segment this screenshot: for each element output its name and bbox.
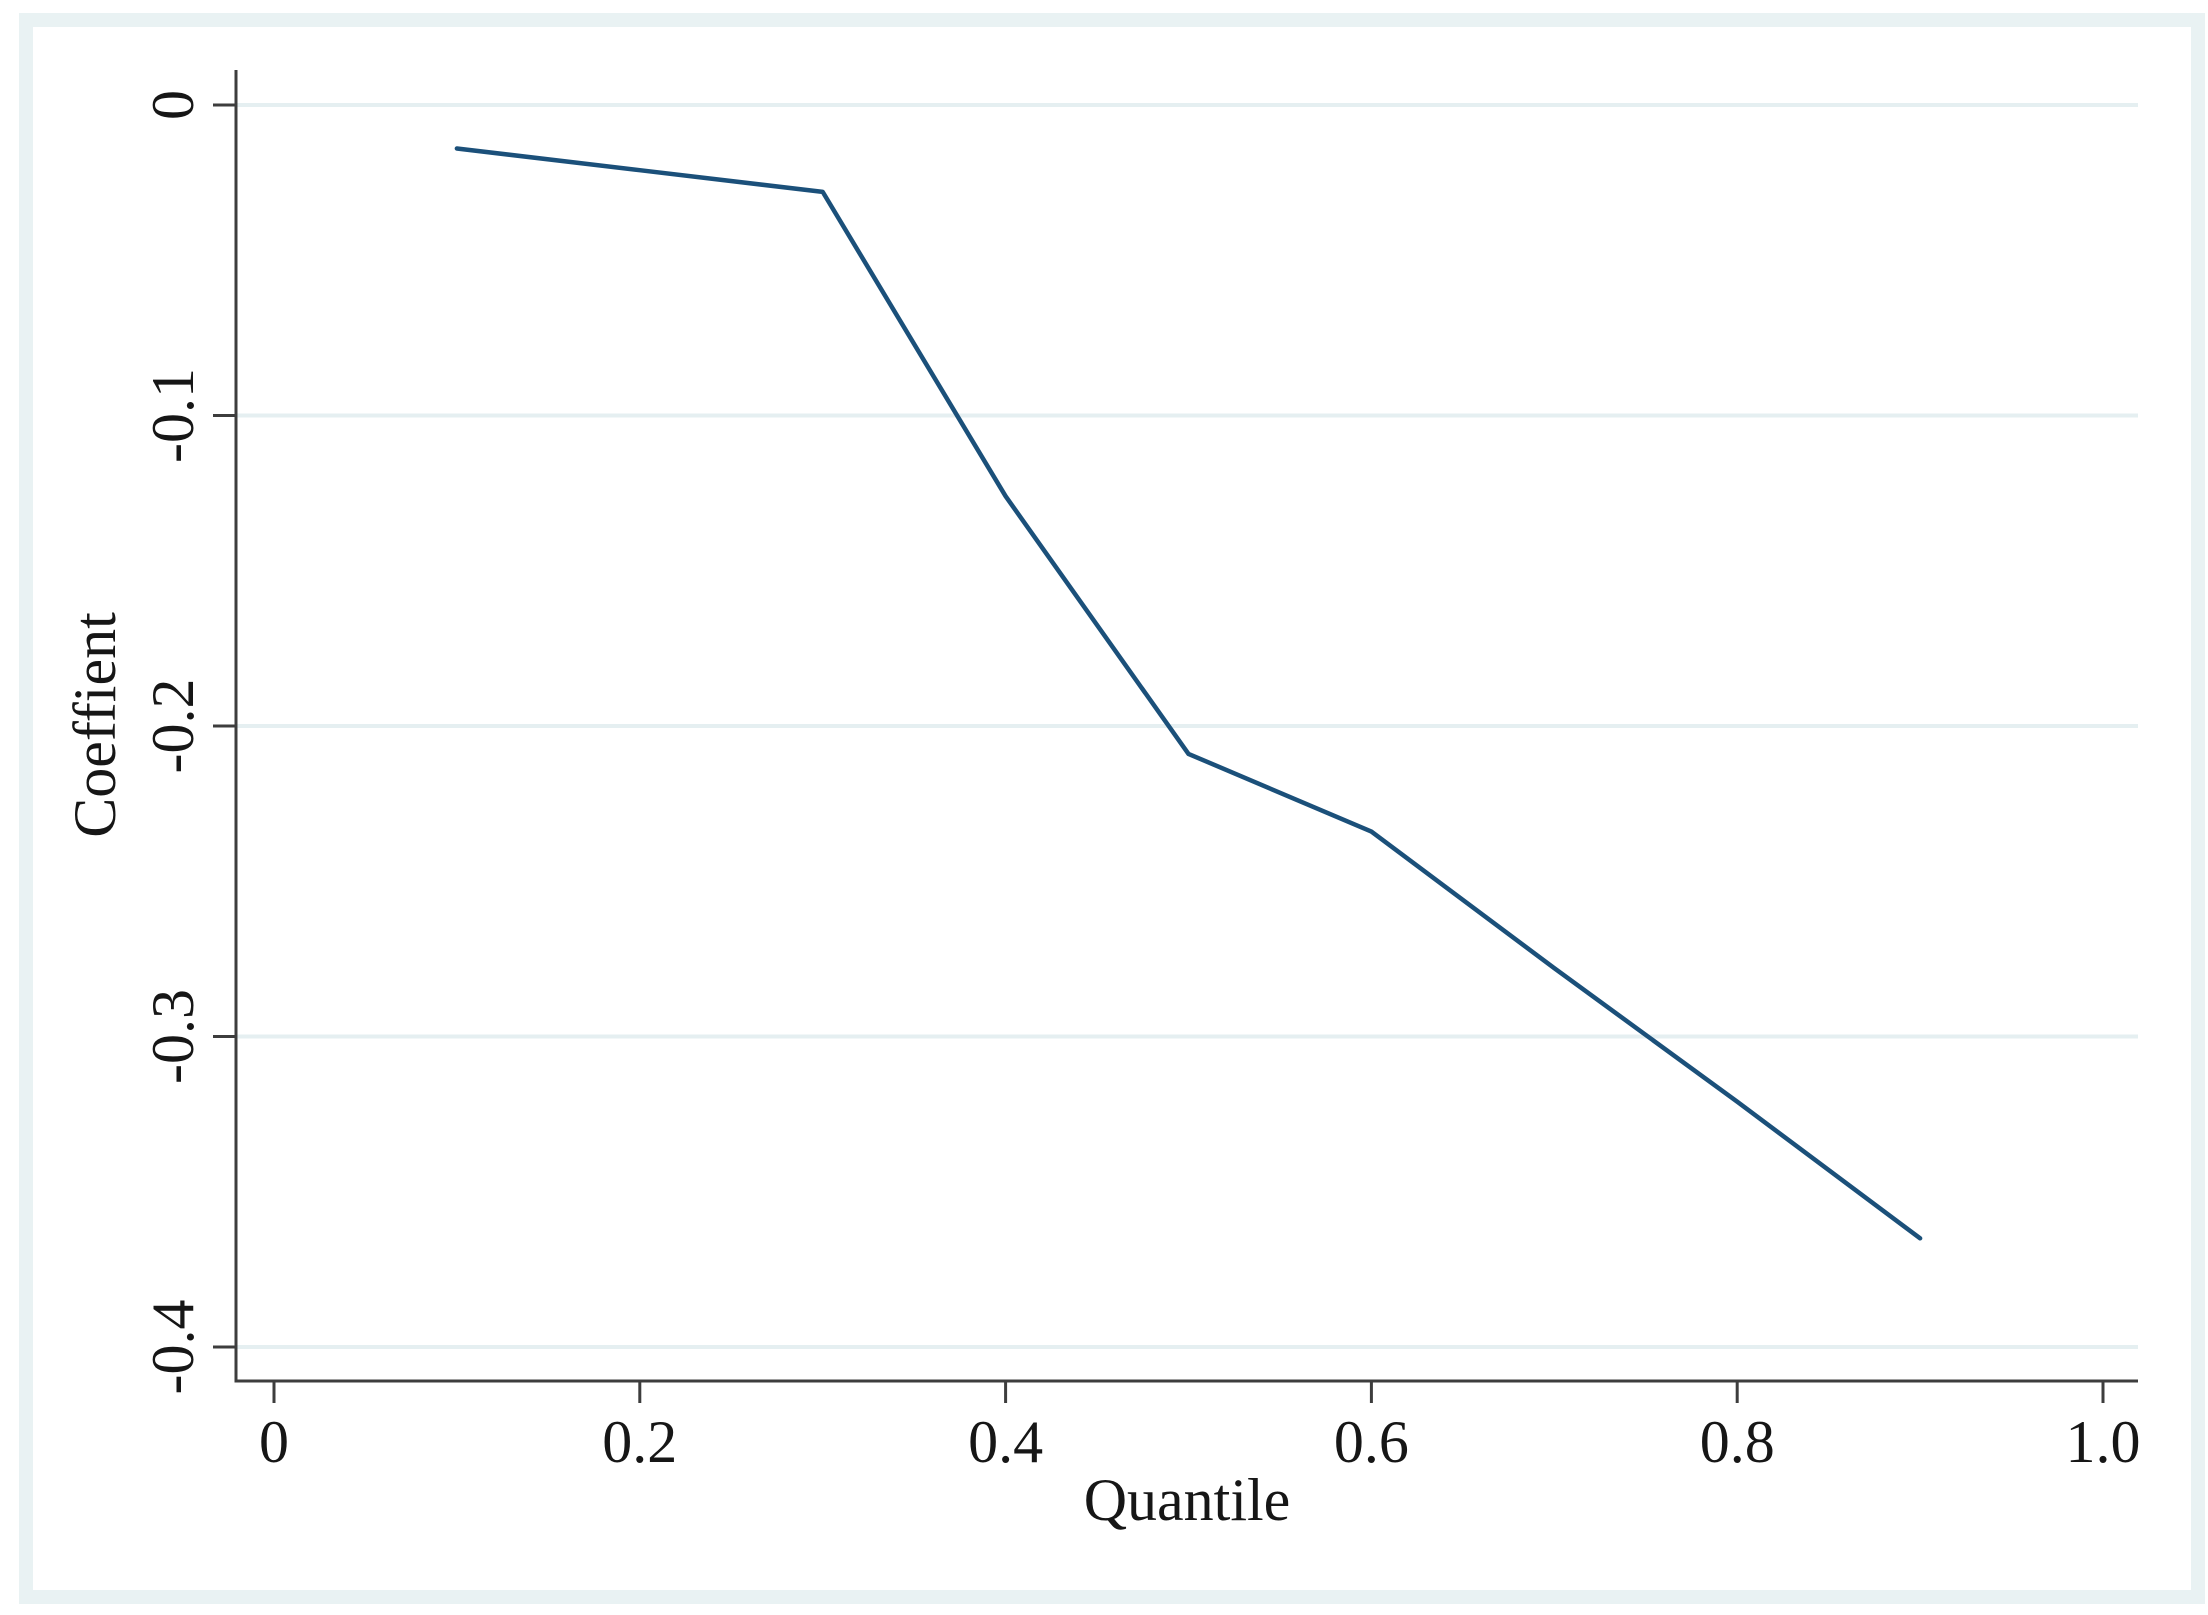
data-series-layer (454, 146, 1923, 1241)
x-axis-title: Quantile (1084, 1467, 1291, 1533)
figure-border-frame (19, 13, 2205, 1604)
x-tick-label: 0.6 (1334, 1409, 1409, 1475)
y-tick-label: -0.2 (140, 679, 206, 774)
gridlines-layer (236, 103, 2138, 1349)
y-tick-label: 0 (140, 90, 206, 120)
x-tick-label: 0.4 (968, 1409, 1043, 1475)
y-tick-label: -0.4 (140, 1300, 206, 1395)
x-tick-label: 0 (259, 1409, 289, 1475)
x-tick-label: 0.8 (1700, 1409, 1775, 1475)
ticks-layer (213, 103, 2105, 1403)
coefficient-line (454, 146, 1923, 1241)
tick-labels-layer: 0 -0.1 -0.2 -0.3 -0.4 0 0.2 0.4 0.6 0.8 1.0 (140, 90, 2141, 1475)
y-axis-title: Coeffient (62, 612, 128, 838)
y-tick-label: -0.1 (140, 368, 206, 463)
y-tick-label: -0.3 (140, 989, 206, 1084)
x-tick-label: 0.2 (602, 1409, 677, 1475)
x-tick-label: 1.0 (2066, 1409, 2141, 1475)
